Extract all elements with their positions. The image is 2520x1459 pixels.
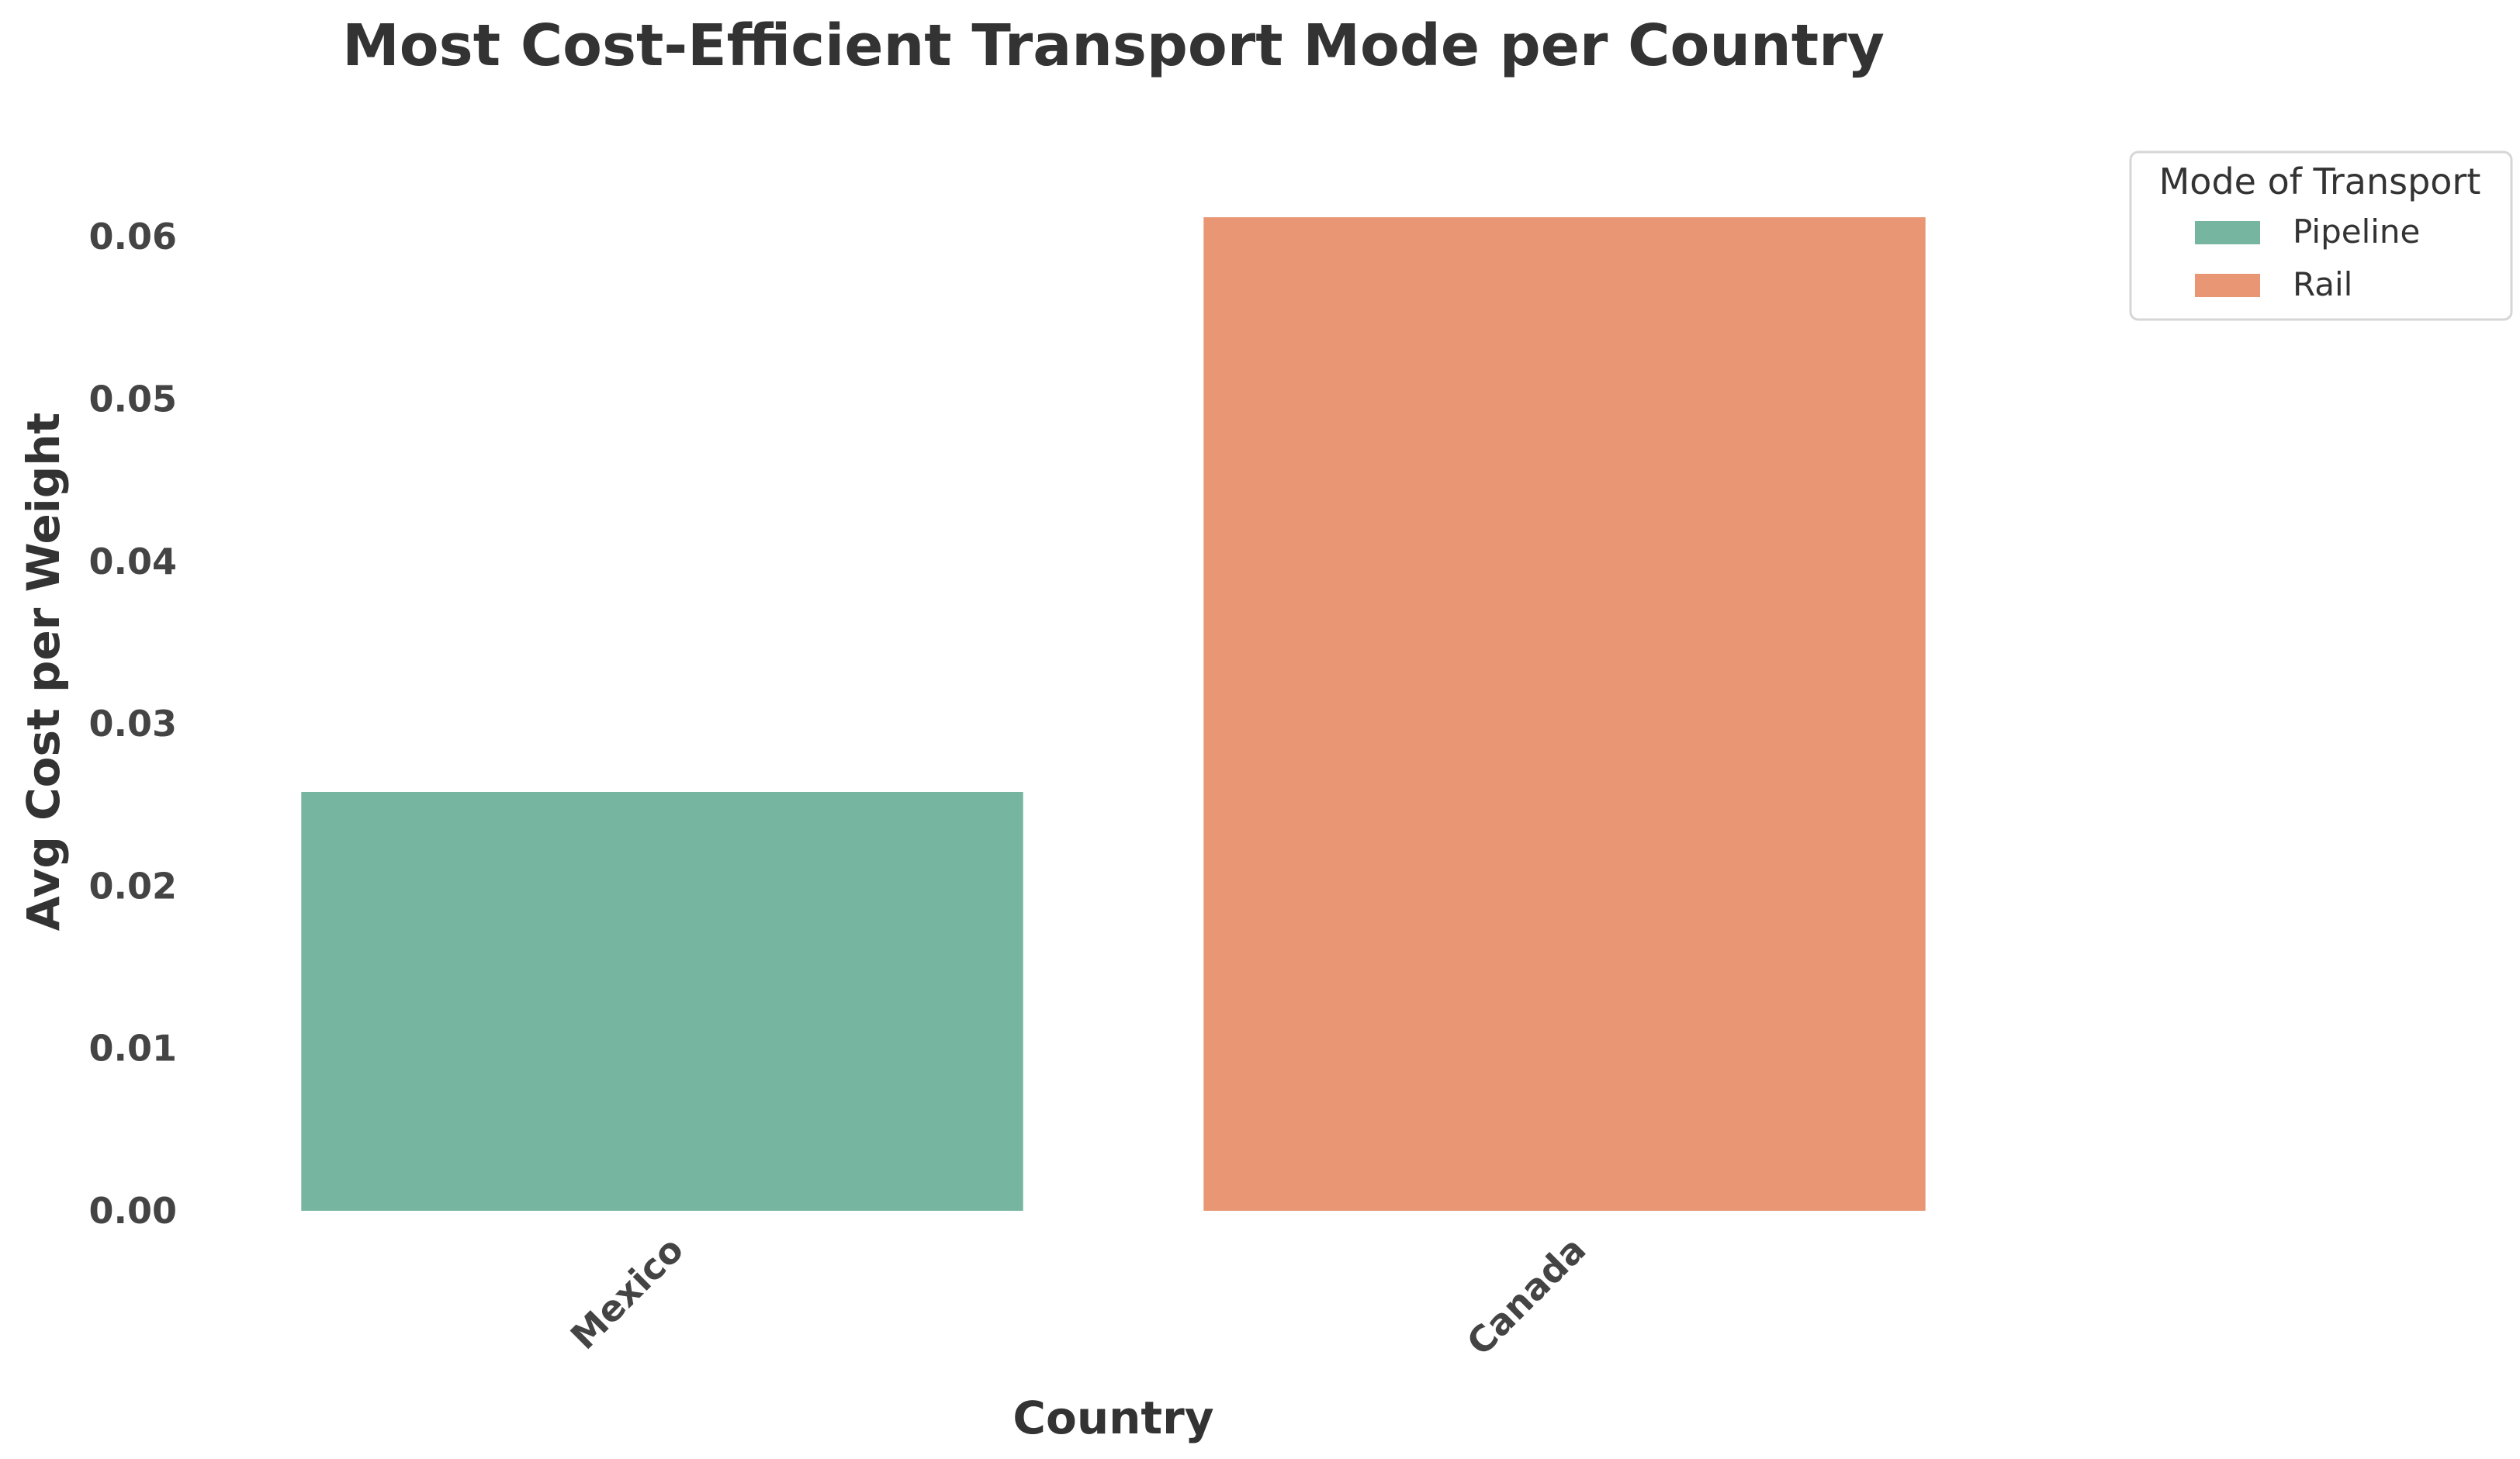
y-axis-ticks: 0.00 0.01 0.02 0.03 0.04 0.05 0.06	[89, 216, 178, 1232]
x-axis-label: Country	[1012, 1392, 1213, 1444]
y-tick-label: 0.03	[89, 703, 178, 745]
bar-mexico	[301, 792, 1023, 1211]
y-tick-label: 0.05	[89, 378, 178, 420]
y-tick-label: 0.02	[89, 865, 178, 907]
x-tick-label-canada: Canada	[1459, 1229, 1594, 1364]
legend: Mode of Transport Pipeline Rail	[2129, 150, 2513, 321]
legend-items: Pipeline Rail	[2195, 213, 2420, 303]
x-axis-ticks: Mexico Canada	[562, 1229, 1594, 1364]
legend-swatch-pipeline	[2195, 221, 2260, 244]
legend-title: Mode of Transport	[2159, 161, 2481, 202]
bars	[301, 217, 1926, 1211]
y-axis-label: Avg Cost per Weight	[17, 413, 70, 932]
bar-canada	[1203, 217, 1926, 1211]
y-tick-label: 0.00	[89, 1190, 178, 1232]
legend-label-rail: Rail	[2293, 265, 2352, 303]
legend-label-pipeline: Pipeline	[2293, 213, 2420, 251]
y-tick-label: 0.06	[89, 216, 178, 258]
x-tick-label-mexico: Mexico	[562, 1229, 691, 1357]
chart-title: Most Cost-Efficient Transport Mode per C…	[342, 12, 1885, 79]
y-tick-label: 0.01	[89, 1028, 178, 1070]
y-tick-label: 0.04	[89, 541, 178, 583]
legend-swatch-rail	[2195, 274, 2260, 297]
